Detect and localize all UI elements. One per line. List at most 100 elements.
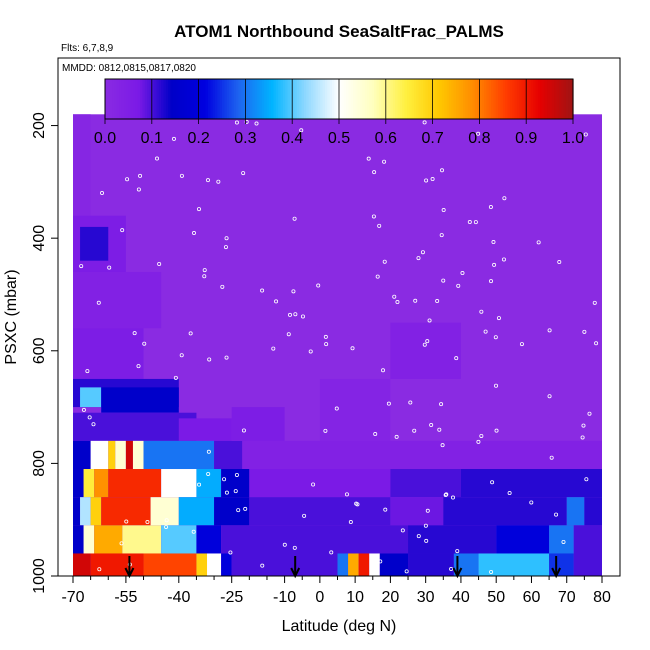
colorbar-swatch: [264, 79, 268, 119]
heatmap-cell: [73, 328, 144, 379]
colorbar-swatch: [245, 79, 249, 119]
heatmap-cell: [80, 226, 109, 261]
colorbar-tick-label: 0.7: [421, 130, 443, 147]
sample-marker: [120, 228, 125, 233]
colorbar-swatch: [301, 79, 305, 119]
sample-marker: [400, 528, 405, 533]
sample-marker: [202, 268, 207, 273]
heatmap-cell: [73, 412, 197, 441]
colorbar-swatch: [481, 79, 485, 119]
sample-marker: [222, 477, 227, 482]
sample-marker: [154, 156, 159, 161]
sample-marker: [494, 428, 499, 433]
x-tick-label: 80: [593, 589, 611, 606]
heatmap-cell: [496, 525, 550, 554]
heatmap-cell: [460, 469, 602, 498]
colorbar-swatch: [383, 79, 387, 119]
sample-marker: [291, 289, 296, 294]
colorbar-swatch: [418, 79, 422, 119]
colorbar-swatch: [537, 79, 541, 119]
sample-marker: [416, 534, 421, 539]
colorbar-swatch: [135, 79, 139, 119]
sample-marker: [300, 314, 305, 319]
sample-marker: [274, 299, 279, 304]
sample-marker: [483, 329, 488, 334]
colorbar-swatch: [432, 79, 436, 119]
colorbar-swatch: [479, 79, 483, 119]
colorbar-swatch: [247, 79, 251, 119]
colorbar-swatch: [516, 79, 520, 119]
colorbar-swatch: [114, 79, 118, 119]
sample-marker: [422, 342, 427, 347]
colorbar-swatch: [453, 79, 457, 119]
sample-marker: [383, 507, 388, 512]
heatmap-cell: [573, 553, 602, 576]
colorbar-swatch: [378, 79, 382, 119]
colorbar-swatch: [289, 79, 293, 119]
colorbar-swatch: [112, 79, 115, 119]
colorbar-swatch: [161, 79, 165, 119]
y-tick-label: 800: [31, 450, 48, 477]
colorbar-swatch: [495, 79, 499, 119]
sample-marker: [191, 529, 196, 534]
sample-marker: [132, 331, 137, 336]
heatmap-cell: [549, 553, 574, 576]
colorbar-tick-label: 0.9: [515, 130, 537, 147]
colorbar: 0.0 0.1 0.2 0.3 0.4 0.5 0.6 0.7 0.8 0.9 1.0: [94, 78, 584, 147]
sample-marker: [507, 491, 512, 496]
heatmap-cell: [337, 553, 349, 576]
colorbar-swatch: [236, 79, 239, 119]
sample-marker: [429, 423, 434, 428]
colorbar-swatch: [374, 79, 378, 119]
sample-marker: [234, 120, 239, 125]
sample-marker: [412, 428, 417, 433]
sample-marker: [488, 205, 493, 210]
heatmap-cell: [83, 525, 95, 554]
heatmap-cell: [549, 525, 574, 554]
sample-marker: [206, 471, 211, 476]
colorbar-swatch: [346, 79, 349, 119]
colorbar-swatch: [500, 79, 504, 119]
y-tick-label: 400: [31, 225, 48, 252]
sample-marker: [439, 233, 444, 238]
colorbar-swatch: [364, 79, 368, 119]
sample-marker: [440, 443, 445, 448]
sample-marker: [241, 428, 246, 433]
colorbar-swatch: [353, 79, 356, 119]
sample-marker: [496, 316, 501, 321]
sample-marker: [449, 567, 454, 572]
heatmap-cell: [379, 553, 409, 576]
colorbar-swatch: [123, 79, 127, 119]
colorbar-swatch: [266, 79, 270, 119]
heatmap-cell: [390, 322, 461, 379]
sample-marker: [386, 401, 391, 406]
sample-marker: [316, 283, 321, 288]
colorbar-swatch: [502, 79, 506, 119]
sample-marker: [119, 541, 124, 546]
colorbar-swatch: [238, 79, 242, 119]
sample-marker: [547, 394, 552, 399]
colorbar-swatch: [474, 79, 478, 119]
sample-marker: [592, 300, 597, 305]
heatmap-cell: [143, 440, 215, 470]
heatmap-cell: [319, 378, 391, 441]
colorbar-swatch: [116, 79, 120, 119]
x-tick-label: -40: [167, 589, 190, 606]
sample-marker: [183, 474, 188, 479]
colorbar-tick-label: 0.1: [141, 130, 163, 147]
colorbar-swatch: [144, 79, 148, 119]
colorbar-swatch: [268, 79, 272, 119]
heatmap-cell: [161, 525, 197, 554]
sample-marker: [491, 240, 496, 245]
heatmap-cell: [150, 497, 179, 526]
sample-marker: [260, 563, 265, 568]
sample-marker: [157, 262, 162, 267]
colorbar-swatch: [177, 79, 181, 119]
sample-marker: [243, 506, 248, 511]
colorbar-swatch: [224, 79, 228, 119]
colorbar-swatch: [542, 79, 546, 119]
sample-marker: [444, 492, 449, 497]
sample-marker: [584, 477, 589, 482]
heatmap-cell: [358, 553, 370, 576]
colorbar-swatch: [339, 79, 342, 119]
